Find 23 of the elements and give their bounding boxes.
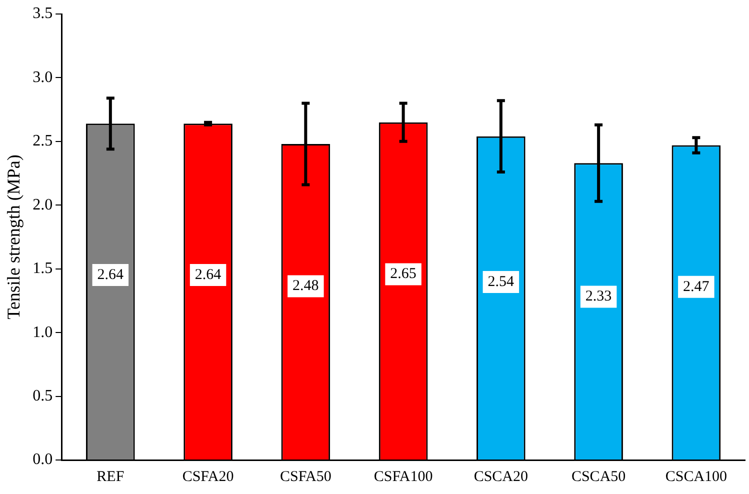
x-tick-label: CSCA20 [474,468,528,485]
x-tick-label: REF [96,468,124,485]
data-label: 2.48 [292,278,319,294]
x-tick-label: CSFA20 [182,468,234,485]
y-tick-label: 1.5 [32,260,53,278]
y-tick-label: 3.5 [32,5,53,22]
x-tick-label: CSCA100 [665,468,728,485]
y-tick-label: 0.5 [32,387,53,404]
y-axis-title: Tensile strength (MPa) [4,154,24,320]
y-tick-label: 0.0 [32,451,53,468]
data-label: 2.47 [683,278,710,295]
y-tick-label: 3.0 [32,68,53,86]
x-tick-label: CSFA50 [280,468,332,485]
y-tick-label: 2.5 [32,132,53,150]
x-tick-label: CSCA50 [571,468,626,485]
data-label: 2.65 [390,266,416,282]
data-label: 2.64 [97,266,124,283]
y-tick-label: 2.0 [32,196,53,214]
data-label: 2.64 [194,266,222,283]
data-label: 2.33 [585,288,612,305]
x-tick-label: CSFA100 [374,468,433,485]
y-tick-label: 1.0 [32,324,53,341]
data-label: 2.54 [488,274,515,290]
